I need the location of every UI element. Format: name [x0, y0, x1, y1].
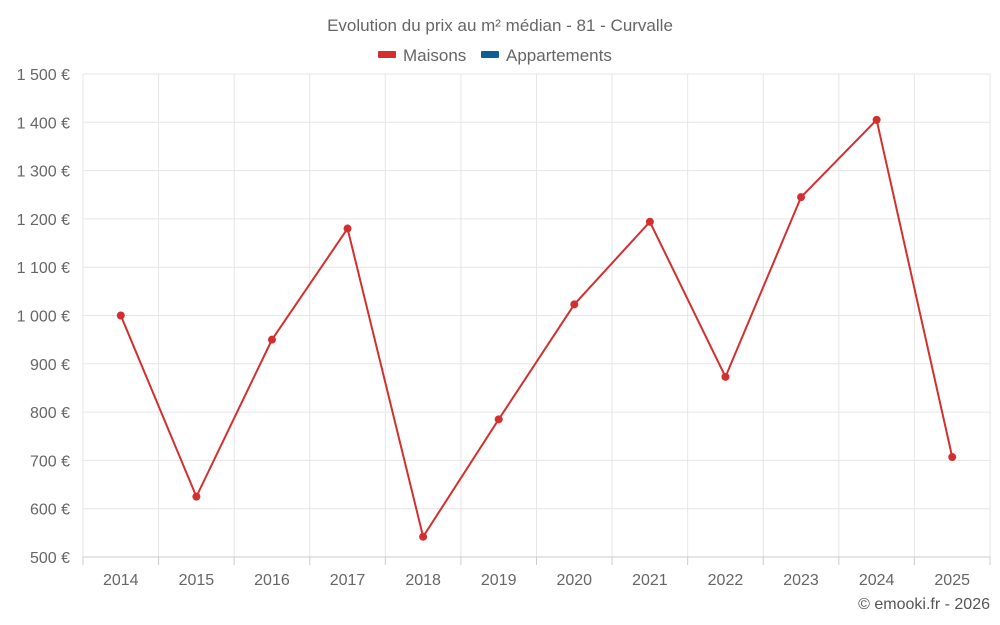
legend-swatch-maisons	[378, 51, 396, 58]
y-tick-label: 1 300 €	[17, 164, 70, 181]
y-tick-label: 800 €	[30, 405, 70, 422]
y-tick-label: 700 €	[30, 453, 70, 470]
legend-label-appartements: Appartements	[506, 46, 612, 65]
data-point-2022[interactable]	[721, 372, 730, 381]
x-tick-label: 2014	[103, 572, 139, 589]
y-tick-label: 1 400 €	[17, 115, 70, 132]
data-point-2018[interactable]	[419, 532, 428, 541]
y-axis: 500 € 600 € 700 € 800 € 900 € 1 000 € 1 100 € 1…	[17, 67, 70, 567]
x-tick-label: 2019	[481, 572, 517, 589]
data-point-2015[interactable]	[192, 492, 201, 501]
data-point-2017[interactable]	[343, 224, 352, 233]
y-tick-label: 600 €	[30, 502, 70, 519]
x-tick-label: 2015	[179, 572, 215, 589]
x-tick-label: 2016	[254, 572, 290, 589]
x-tick-label: 2020	[556, 572, 592, 589]
x-tick-label: 2018	[405, 572, 441, 589]
x-tick-label: 2021	[632, 572, 668, 589]
legend-item-appartements[interactable]: Appartements	[481, 46, 612, 65]
y-tick-label: 1 500 €	[17, 67, 70, 84]
y-tick-label: 500 €	[30, 550, 70, 567]
series-line-maisons	[119, 118, 954, 538]
chart-title: Evolution du prix au m² médian - 81 - Cu…	[327, 16, 673, 35]
data-point-2023[interactable]	[797, 193, 806, 202]
y-tick-label: 900 €	[30, 357, 70, 374]
x-tick-label: 2025	[934, 572, 970, 589]
legend: Maisons Appartements	[378, 46, 612, 65]
y-tick-label: 1 000 €	[17, 309, 70, 326]
data-point-2019[interactable]	[494, 415, 503, 424]
grid	[82, 73, 991, 557]
data-point-2024[interactable]	[872, 115, 881, 124]
credit-text: © emooki.fr - 2026	[858, 596, 990, 613]
x-tick-label: 2024	[859, 572, 895, 589]
data-point-2025[interactable]	[948, 453, 957, 462]
data-point-2021[interactable]	[645, 217, 654, 226]
legend-swatch-appartements	[481, 51, 499, 58]
data-point-2016[interactable]	[267, 335, 276, 344]
y-tick-label: 1 200 €	[17, 212, 70, 229]
data-point-2014[interactable]	[116, 311, 125, 320]
x-tick-label: 2022	[708, 572, 744, 589]
x-tick-label: 2023	[783, 572, 819, 589]
legend-item-maisons[interactable]: Maisons	[378, 46, 466, 65]
legend-label-maisons: Maisons	[403, 46, 466, 65]
series-maisons	[116, 115, 957, 541]
data-point-2020[interactable]	[570, 300, 579, 309]
y-tick-label: 1 100 €	[17, 260, 70, 277]
x-tick-label: 2017	[330, 572, 366, 589]
x-axis: 2014 2015 2016 2017 2018 2019 2020 2021 2022 2023…	[82, 556, 991, 589]
